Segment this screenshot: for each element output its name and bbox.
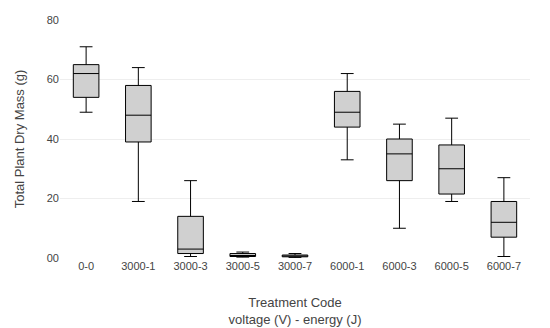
- svg-text:6000-1: 6000-1: [330, 260, 364, 272]
- svg-text:6000-3: 6000-3: [382, 260, 416, 272]
- svg-text:80: 80: [47, 14, 59, 26]
- svg-text:3000-1: 3000-1: [121, 260, 155, 272]
- svg-text:40: 40: [47, 133, 59, 145]
- svg-text:3000-7: 3000-7: [278, 260, 312, 272]
- svg-text:6000-5: 6000-5: [435, 260, 469, 272]
- svg-text:00: 00: [47, 252, 59, 264]
- svg-text:Total Plant Dry Mass (g): Total Plant Dry Mass (g): [12, 70, 27, 209]
- svg-text:6000-7: 6000-7: [487, 260, 521, 272]
- svg-text:3000-5: 3000-5: [226, 260, 260, 272]
- svg-text:60: 60: [47, 73, 59, 85]
- svg-text:20: 20: [47, 192, 59, 204]
- svg-text:3000-3: 3000-3: [173, 260, 207, 272]
- svg-text:0-0: 0-0: [78, 260, 94, 272]
- svg-text:Treatment Codevoltage (V) - en: Treatment Codevoltage (V) - energy (J): [229, 295, 362, 327]
